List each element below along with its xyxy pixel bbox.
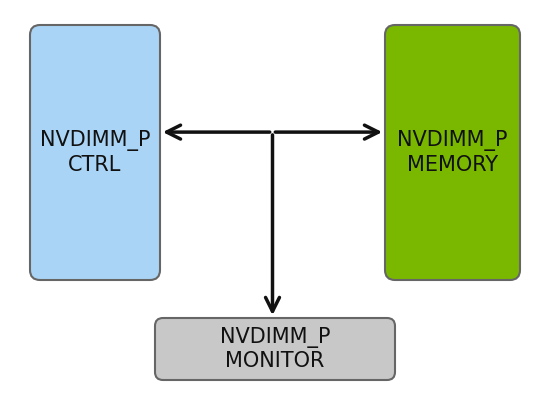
FancyBboxPatch shape [30, 25, 160, 280]
FancyBboxPatch shape [155, 318, 395, 380]
Text: NVDIMM_P
MONITOR: NVDIMM_P MONITOR [220, 327, 330, 371]
Text: NVDIMM_P
CTRL: NVDIMM_P CTRL [40, 130, 150, 175]
Text: NVDIMM_P
MEMORY: NVDIMM_P MEMORY [397, 130, 508, 175]
FancyBboxPatch shape [385, 25, 520, 280]
